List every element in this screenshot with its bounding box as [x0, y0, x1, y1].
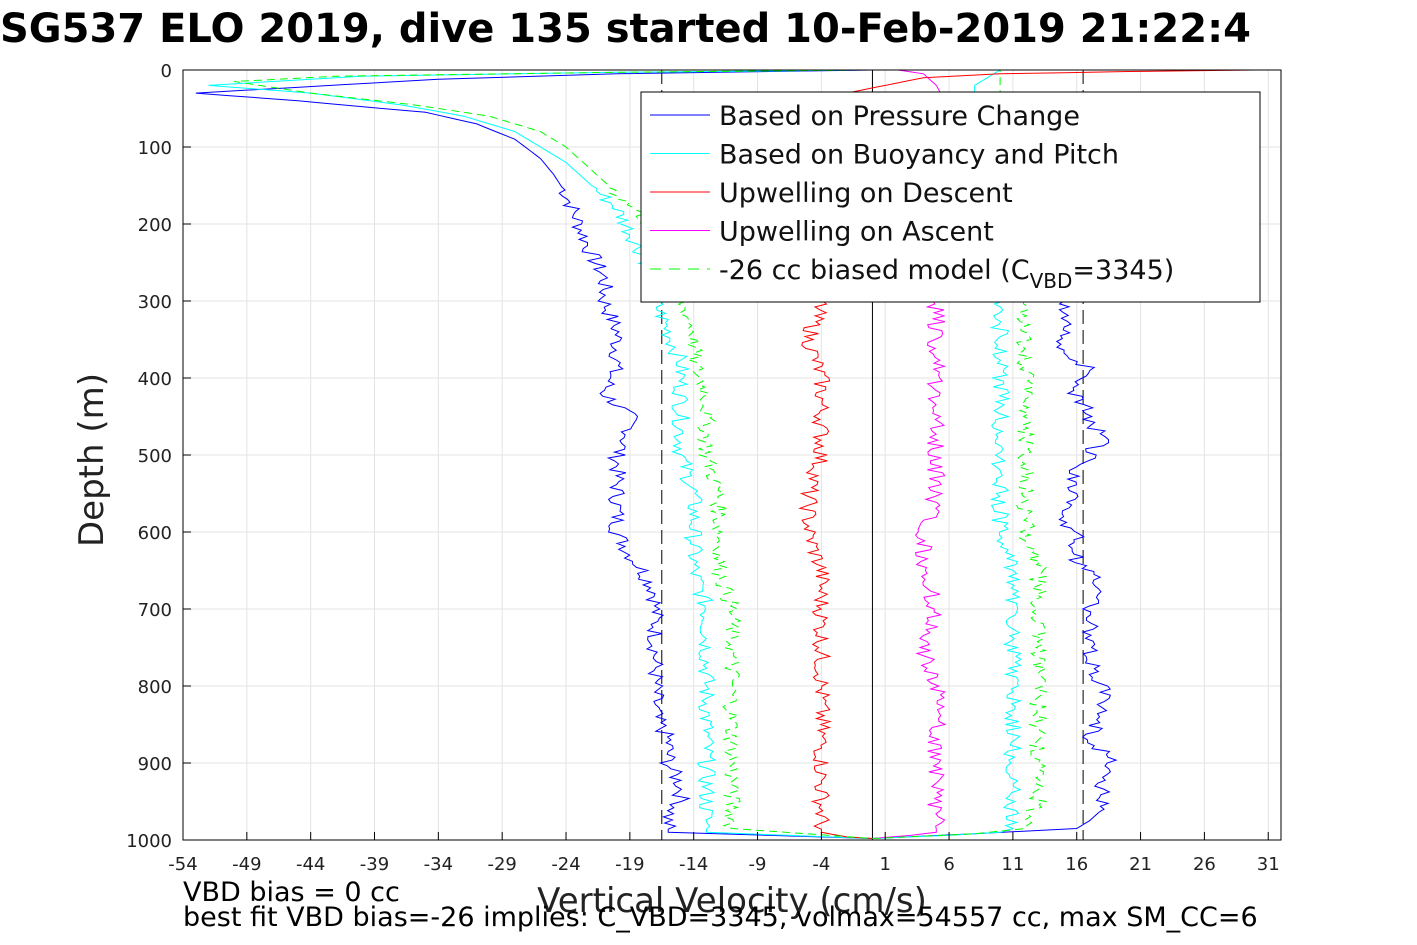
x-tick-label: -49	[232, 854, 261, 875]
y-tick-label: 800	[138, 677, 172, 698]
y-tick-label: 900	[138, 754, 172, 775]
x-ticks: -54 -49 -44 -39 -34 -29 -24 -19 -14 -9 -4 1 6 11 16 21 2…	[168, 832, 1280, 875]
legend: Based on Pressure Change Based on Buoyanc…	[640, 91, 1261, 303]
x-axis-label: Vertical Velocity (cm/s)	[537, 881, 927, 921]
x-tick-label: -39	[360, 854, 389, 875]
footer-line-1: VBD bias = 0 cc	[183, 877, 400, 908]
series-line	[195, 69, 873, 839]
x-tick-label: -4	[812, 854, 830, 875]
footer-line-2: best fit VBD bias=-26 implies: C_VBD=334…	[183, 902, 1258, 933]
x-tick-label: 1	[879, 854, 890, 875]
y-tick-label: 600	[138, 523, 172, 544]
y-axis-label: Depth (m)	[72, 373, 112, 547]
y-tick-label: 700	[138, 600, 172, 621]
y-tick-label: 0	[161, 61, 172, 82]
series-line	[208, 69, 873, 839]
legend-label-prefix: -26 cc biased model (C	[719, 255, 1030, 286]
y-tick-label: 1000	[126, 831, 172, 852]
x-tick-label: 11	[1001, 854, 1024, 875]
x-tick-label: 21	[1129, 854, 1152, 875]
y-ticks: 0 100 200 300 400 500 600 700 800 900 1000	[126, 61, 191, 852]
x-tick-label: 26	[1193, 854, 1216, 875]
legend-label: Upwelling on Ascent	[719, 217, 994, 248]
legend-label: Based on Pressure Change	[719, 101, 1080, 132]
chart-title: SG537 ELO 2019, dive 135 started 10-Feb-…	[0, 6, 1251, 52]
x-tick-label: -14	[679, 854, 708, 875]
x-tick-label: 31	[1257, 854, 1280, 875]
x-tick-label: -34	[424, 854, 453, 875]
legend-label-subscript: VBD	[1030, 269, 1073, 293]
x-tick-label: -29	[487, 854, 516, 875]
y-tick-label: 200	[138, 215, 172, 236]
y-tick-label: 300	[138, 292, 172, 313]
legend-box	[640, 91, 1261, 303]
x-tick-label: -9	[749, 854, 767, 875]
x-tick-label: 16	[1065, 854, 1088, 875]
y-tick-label: 400	[138, 369, 172, 390]
legend-label-suffix: =3345)	[1072, 255, 1174, 286]
y-tick-label: 100	[138, 138, 172, 159]
x-tick-label: -54	[168, 854, 197, 875]
legend-label: -26 cc biased model (CVBD=3345)	[719, 255, 1174, 293]
legend-label: Based on Buoyancy and Pitch	[719, 140, 1119, 171]
x-tick-label: -24	[551, 854, 580, 875]
legend-label: Upwelling on Descent	[719, 178, 1013, 209]
x-tick-label: 6	[943, 854, 954, 875]
series-line	[234, 69, 873, 839]
series-line	[872, 300, 1118, 839]
x-tick-label: -44	[296, 854, 325, 875]
x-tick-label: -19	[615, 854, 644, 875]
y-tick-label: 500	[138, 446, 172, 467]
